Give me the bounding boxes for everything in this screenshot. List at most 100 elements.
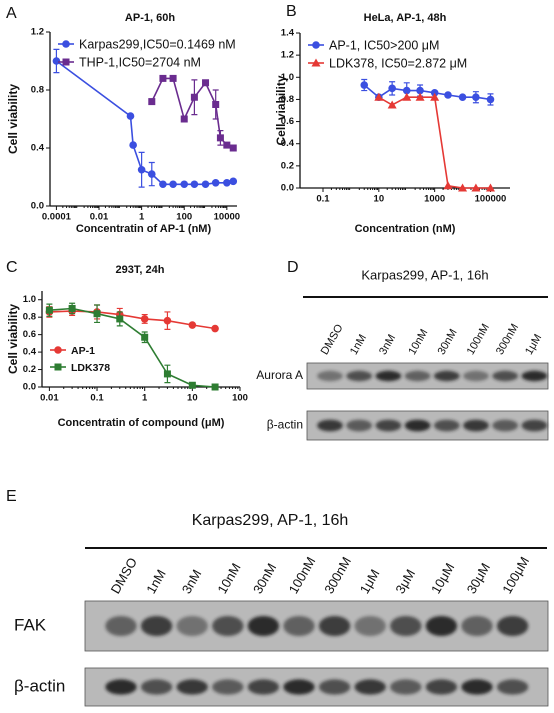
- lane-label: DMSO: [108, 555, 140, 596]
- x-tick-label: 0.1: [90, 393, 104, 404]
- y-tick-label: 1.4: [281, 28, 295, 39]
- band: [390, 616, 422, 636]
- band: [425, 679, 458, 695]
- data-point: [159, 74, 167, 82]
- x-tick-label: 10: [374, 194, 385, 205]
- band: [283, 616, 315, 636]
- band: [461, 679, 493, 695]
- lane-label: 30nM: [250, 561, 279, 597]
- lane-label: 1μM: [523, 332, 544, 357]
- x-tick-label: 10: [187, 393, 198, 404]
- band: [105, 679, 137, 695]
- data-point: [472, 93, 480, 102]
- band: [140, 679, 173, 695]
- legend-label: Karpas299,IC50=0.1469 nM: [79, 37, 236, 51]
- y-tick-label: 0.8: [23, 312, 36, 323]
- lane-label: 100nM: [286, 554, 319, 596]
- band: [492, 419, 519, 432]
- data-point: [486, 95, 495, 104]
- data-point: [116, 315, 124, 323]
- data-point: [229, 177, 238, 186]
- band: [283, 679, 315, 695]
- blot-title: Karpas299, AP-1, 16h: [361, 267, 488, 282]
- y-tick-label: 0.8: [281, 94, 294, 105]
- data-point: [147, 170, 156, 178]
- data-point: [45, 306, 53, 314]
- series-line: [378, 96, 491, 189]
- band: [212, 679, 244, 695]
- x-tick-label: 1000: [424, 194, 445, 205]
- y-tick-label: 0.4: [23, 347, 37, 358]
- panel-label: C: [6, 259, 18, 276]
- lane-label: 100nM: [465, 322, 492, 357]
- x-tick-label: 1: [139, 212, 145, 223]
- y-tick-label: 0.0: [281, 183, 294, 194]
- series-line: [363, 84, 491, 101]
- band: [375, 419, 402, 432]
- panel-label: A: [6, 5, 17, 22]
- row-label: β-actin: [267, 418, 303, 432]
- data-point: [163, 370, 171, 378]
- series-line: [151, 77, 234, 149]
- x-axis-label: Concentratin of compound (μM): [58, 417, 225, 429]
- data-point: [223, 141, 231, 149]
- series-line: [49, 307, 216, 388]
- data-point: [159, 180, 167, 189]
- y-tick-label: 1.2: [281, 50, 294, 61]
- legend-marker: [62, 40, 70, 48]
- data-point: [163, 316, 172, 325]
- data-point: [180, 115, 188, 123]
- legend-marker: [54, 363, 62, 371]
- band: [390, 679, 422, 695]
- legend-marker: [312, 41, 320, 49]
- legend-label: THP-1,IC50=2704 nM: [79, 55, 201, 69]
- data-point: [402, 92, 412, 101]
- data-point: [126, 112, 135, 120]
- data-point: [223, 179, 231, 187]
- x-tick-label: 100000: [475, 194, 507, 205]
- data-point: [229, 144, 237, 152]
- y-tick-label: 0.6: [23, 329, 36, 340]
- data-point: [216, 134, 224, 142]
- data-point: [169, 180, 177, 189]
- data-point: [416, 86, 424, 95]
- band: [521, 419, 548, 432]
- data-point: [129, 141, 137, 149]
- panel-label: D: [287, 259, 299, 276]
- data-point: [430, 92, 440, 101]
- data-point: [212, 101, 220, 108]
- band: [433, 419, 460, 432]
- band: [318, 616, 351, 636]
- y-tick-label: 0.4: [281, 138, 295, 149]
- lane-label: 300nM: [321, 554, 354, 596]
- x-tick-label: 100: [232, 393, 248, 404]
- lane-label: 1nM: [348, 332, 369, 357]
- data-point: [211, 179, 220, 187]
- row-label: Aurora A: [256, 368, 303, 382]
- lane-label: 1μM: [357, 567, 383, 597]
- data-point: [137, 165, 146, 174]
- legend-label: LDK378: [71, 362, 110, 374]
- band: [247, 679, 280, 695]
- y-axis-label: Cell viability: [6, 84, 20, 154]
- lane-label: 100μM: [499, 554, 532, 596]
- data-point: [141, 333, 149, 341]
- band: [492, 370, 519, 382]
- band: [463, 370, 489, 382]
- lane-label: 3nM: [377, 332, 398, 357]
- band: [461, 616, 493, 636]
- chart-title: HeLa, AP-1, 48h: [364, 12, 447, 24]
- row-label: β-actin: [14, 676, 65, 695]
- lane-label: 30nM: [436, 327, 460, 357]
- data-point: [374, 92, 384, 101]
- x-tick-label: 1: [142, 393, 148, 404]
- band: [375, 370, 402, 382]
- band: [433, 370, 460, 382]
- data-point: [458, 93, 467, 102]
- lane-label: 30μM: [464, 560, 493, 596]
- y-tick-label: 0.8: [31, 85, 44, 96]
- legend-label: AP-1: [71, 345, 95, 357]
- data-point: [190, 180, 199, 189]
- band: [346, 370, 373, 382]
- data-point: [180, 180, 189, 189]
